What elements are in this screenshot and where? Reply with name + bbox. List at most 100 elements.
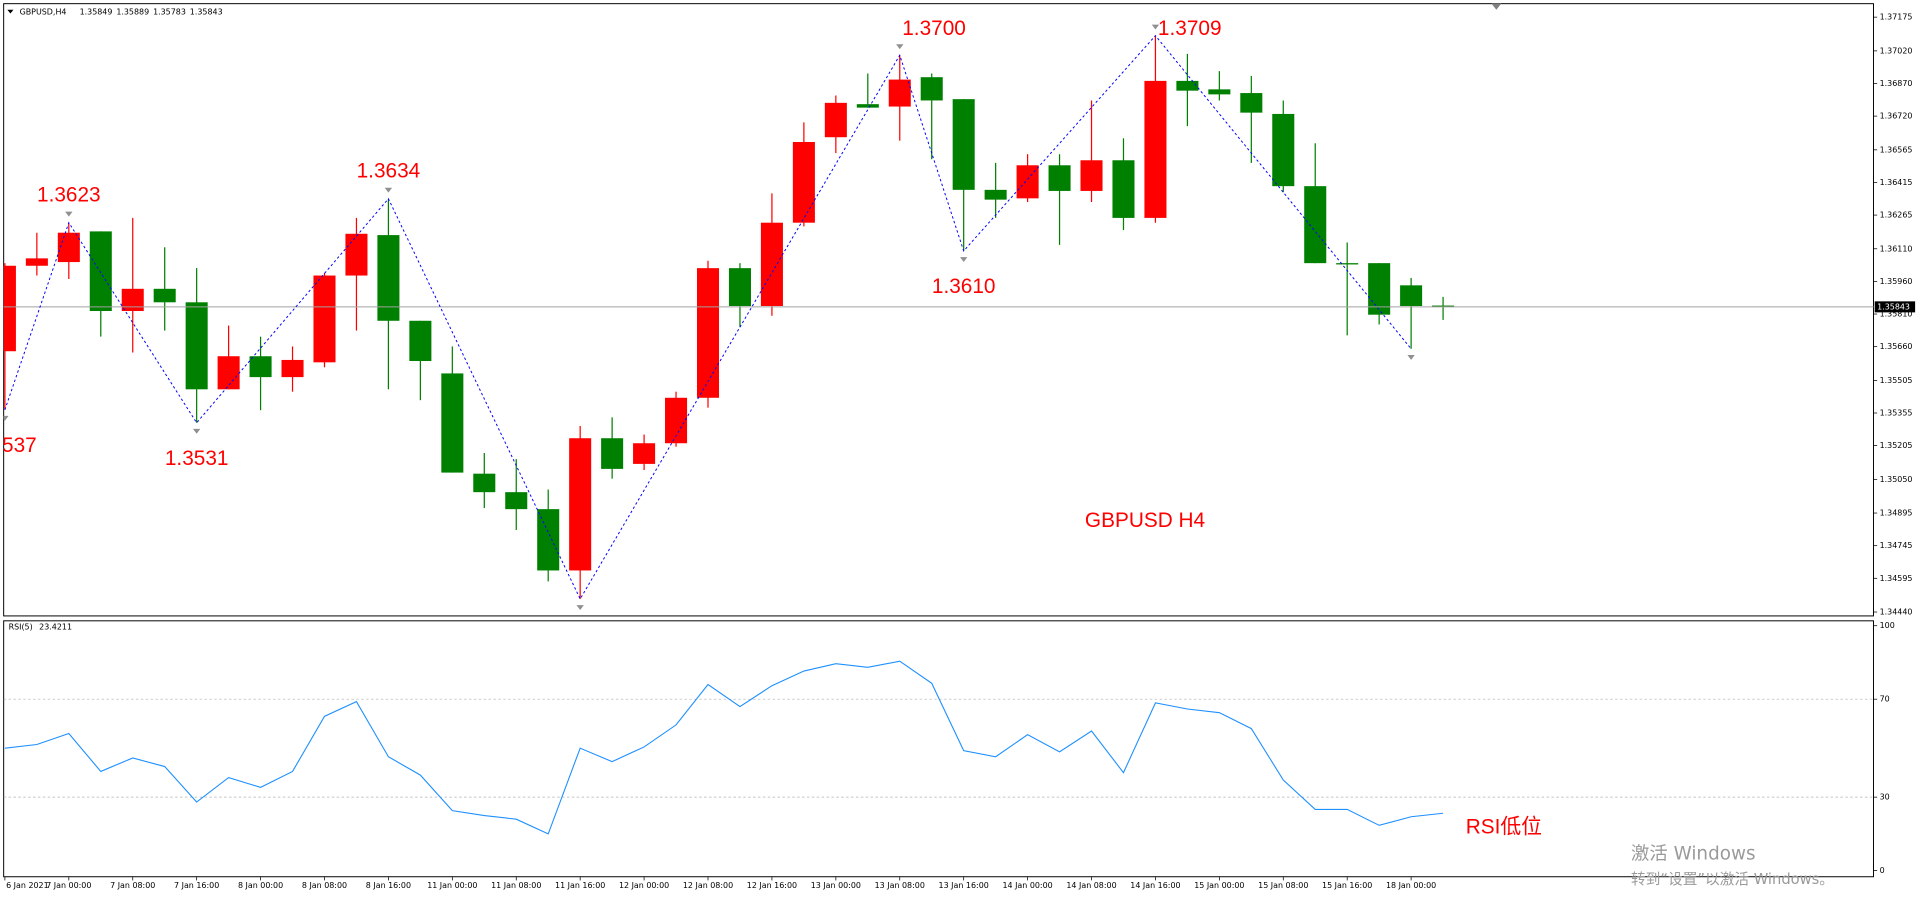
x-tick-label: 13 Jan 08:00 <box>875 881 925 890</box>
rsi-current: 23.4211 <box>39 622 72 631</box>
candle-body <box>281 359 304 378</box>
x-tick-label: 8 Jan 16:00 <box>366 881 411 890</box>
x-tick-label: 13 Jan 16:00 <box>939 881 989 890</box>
y-tick-label: 1.35050 <box>1880 475 1913 484</box>
y-tick-label: 1.35960 <box>1880 277 1913 286</box>
x-tick-label: 8 Jan 08:00 <box>302 881 347 890</box>
candle-body <box>728 268 751 306</box>
x-tick-label: 11 Jan 08:00 <box>491 881 541 890</box>
pivot-label: 1.3623 <box>37 183 101 206</box>
candle-body <box>153 288 176 303</box>
candle-body <box>633 443 656 464</box>
x-tick-label: 11 Jan 16:00 <box>555 881 605 890</box>
pivot-arrow <box>1407 354 1415 360</box>
y-tick-label: 1.35355 <box>1880 409 1913 418</box>
candle-body <box>984 189 1007 200</box>
y-tick-label: 1.34595 <box>1880 574 1913 583</box>
pivot-label: 1.3700 <box>902 17 966 40</box>
x-tick-label: 14 Jan 16:00 <box>1130 881 1180 890</box>
pivot-arrow <box>896 44 904 50</box>
pivot-arrow <box>192 428 201 434</box>
pivot-label: 1.3537 <box>0 434 37 457</box>
chart-annotation: GBPUSD H4 <box>1085 509 1205 532</box>
candle-body <box>1080 160 1103 191</box>
x-tick-label: 14 Jan 00:00 <box>1002 881 1052 890</box>
x-tick-label: 12 Jan 08:00 <box>683 881 733 890</box>
candle-body <box>665 397 688 444</box>
candle-body <box>121 288 144 311</box>
header-close: 1.35843 <box>190 8 223 17</box>
candle-body <box>760 222 783 306</box>
candle-body <box>377 235 400 321</box>
rsi-title: RSI(5) <box>9 622 33 631</box>
x-tick-label: 12 Jan 16:00 <box>747 881 797 890</box>
candle-body <box>57 232 80 263</box>
rsi-frame <box>3 620 1874 878</box>
y-tick-label: 0 <box>1880 866 1885 875</box>
x-tick-label: 13 Jan 00:00 <box>811 881 861 890</box>
candle-body <box>25 258 48 266</box>
y-tick-label: 100 <box>1880 621 1895 630</box>
watermark: 转到“设置”以激活 Windows。 <box>1631 871 1834 888</box>
pivot-arrow <box>65 211 73 217</box>
candle-body <box>824 102 847 138</box>
chart-body: GBPUSD,H4 1.35849 1.35889 1.35783 1.3584… <box>0 3 1916 890</box>
y-tick-label: 1.35505 <box>1880 376 1913 385</box>
watermark: 激活 Windows <box>1631 844 1756 865</box>
y-tick-label: 1.35660 <box>1880 342 1913 351</box>
candle-body <box>313 275 336 363</box>
candle-body <box>1144 80 1167 218</box>
candle-body <box>952 99 975 190</box>
candle-body <box>505 492 528 510</box>
y-tick-label: 70 <box>1880 695 1890 704</box>
pivot-label: 1.3450 <box>548 623 612 646</box>
y-tick-label: 30 <box>1880 793 1890 802</box>
x-tick-label: 15 Jan 08:00 <box>1258 881 1308 890</box>
header-open: 1.35849 <box>80 8 113 17</box>
candle-body <box>856 104 879 108</box>
candle-body <box>1208 89 1231 95</box>
symbol-title: GBPUSD,H4 <box>20 8 67 17</box>
pivot-label: 1.3531 <box>165 447 229 470</box>
x-tick-label: 18 Jan 00:00 <box>1386 881 1436 890</box>
rsi-plot <box>3 660 1874 835</box>
candle-body <box>792 142 815 223</box>
candle-body <box>1240 93 1263 113</box>
pivot-arrow <box>3 415 9 421</box>
header-low: 1.35783 <box>153 8 186 17</box>
title-icon <box>7 9 14 14</box>
axes: 1.37175 1.37020 1.36870 1.36720 1.36565 1.364… <box>4 13 1916 890</box>
x-tick-label: 14 Jan 08:00 <box>1066 881 1116 890</box>
header-high: 1.35889 <box>116 8 149 17</box>
candle-body <box>473 473 496 493</box>
candle-body <box>249 356 272 378</box>
x-tick-label: 15 Jan 16:00 <box>1322 881 1372 890</box>
x-tick-label: 7 Jan 16:00 <box>174 881 219 890</box>
pivot-arrow <box>576 605 584 610</box>
y-tick-label: 1.35810 <box>1880 310 1913 319</box>
y-tick-label: 1.36110 <box>1880 244 1913 253</box>
candle-body <box>601 438 624 469</box>
candle-body <box>345 233 368 276</box>
x-tick-label: 12 Jan 00:00 <box>619 881 669 890</box>
candle-body <box>185 302 208 390</box>
y-tick-label: 1.37175 <box>1880 13 1913 22</box>
rsi-line <box>4 660 1444 835</box>
candle-body <box>89 231 112 311</box>
y-tick-label: 1.36870 <box>1880 79 1913 88</box>
candle-body <box>1016 165 1039 199</box>
x-tick-label: 7 Jan 08:00 <box>110 881 155 890</box>
price-box <box>1874 301 1916 313</box>
pivot-label: 1.3709 <box>1158 17 1222 40</box>
rsi-annotation: RSI低位 <box>1466 815 1542 838</box>
y-tick-label: 1.34895 <box>1880 509 1913 518</box>
x-tick-label: 15 Jan 00:00 <box>1194 881 1244 890</box>
x-tick-label: 7 Jan 00:00 <box>46 881 91 890</box>
pivot-label: 1.3610 <box>932 275 996 298</box>
price-label: 1.35843 <box>1877 302 1910 311</box>
y-tick-label: 1.36415 <box>1880 178 1913 187</box>
candle-body <box>217 356 240 390</box>
candle-body <box>1112 160 1135 218</box>
